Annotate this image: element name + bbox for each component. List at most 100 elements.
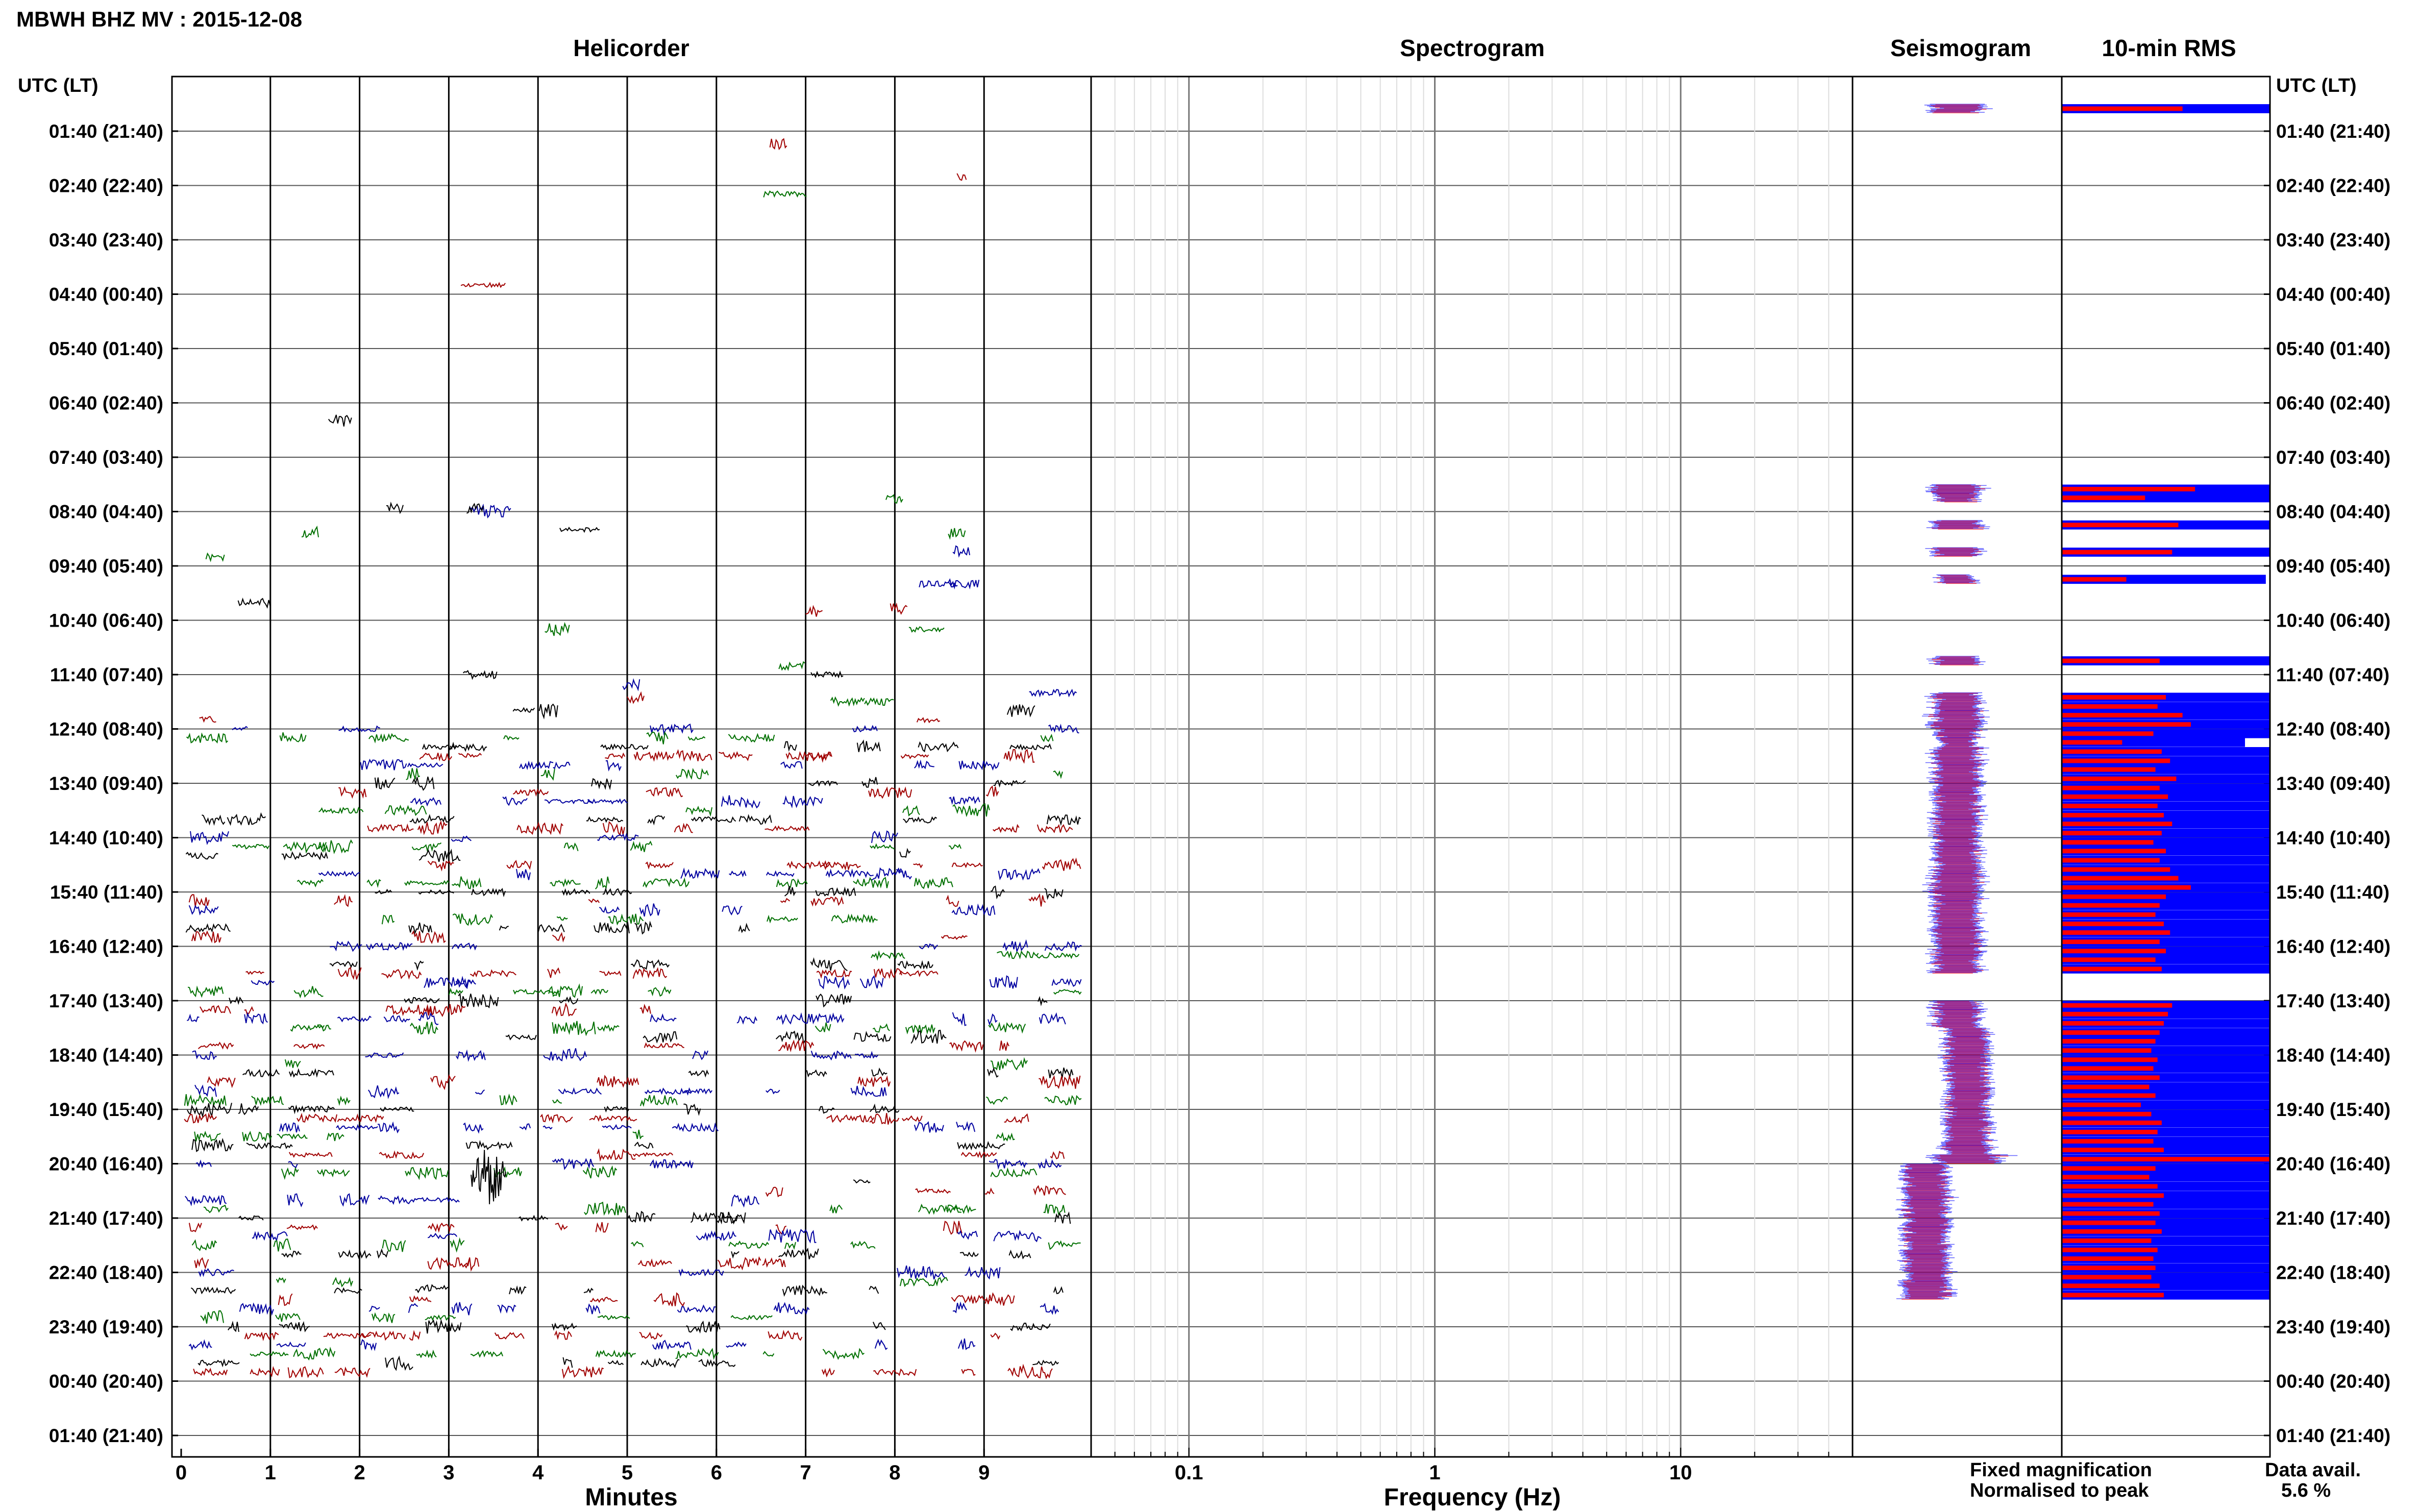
helicorder-burst <box>998 868 1041 881</box>
helicorder-burst <box>244 1006 254 1016</box>
helicorder-burst <box>408 1303 418 1313</box>
rms-normalised-bar <box>2062 1039 2156 1044</box>
helicorder-burst <box>676 749 712 762</box>
rms-normalised-bar <box>2062 840 2154 845</box>
helicorder-burst <box>822 1348 865 1360</box>
helicorder-burst <box>411 842 442 853</box>
helicorder-burst <box>993 1230 1042 1243</box>
helicorder-burst <box>293 986 324 999</box>
helicorder-burst <box>915 1188 951 1194</box>
rms-normalised-bar <box>2062 523 2179 528</box>
helicorder-burst <box>818 976 850 990</box>
helicorder-burst <box>288 1104 335 1114</box>
helicorder-burst <box>999 1040 1009 1051</box>
helicorder-burst <box>646 731 669 745</box>
time-label-left: 02:40 (22:40) <box>49 176 163 196</box>
helicorder-burst <box>989 1158 1028 1170</box>
helicorder-burst <box>452 943 477 951</box>
helicorder-burst <box>631 959 670 970</box>
time-label-right: 14:40 (10:40) <box>2276 828 2390 849</box>
helicorder-burst <box>948 578 980 590</box>
helicorder-burst <box>334 894 353 907</box>
helicorder-burst <box>582 1165 618 1179</box>
panel-frames <box>171 76 2271 1458</box>
helicorder-title: Helicorder <box>573 35 689 61</box>
helicorder-burst <box>1050 1150 1065 1159</box>
helicorder-burst <box>717 1211 746 1224</box>
helicorder-burst <box>232 844 270 850</box>
helicorder-burst <box>368 1305 380 1312</box>
rms-normalised-bar <box>2062 1166 2156 1171</box>
helicorder-burst <box>228 1321 239 1332</box>
helicorder-burst <box>408 922 433 935</box>
helicorder-burst <box>554 1330 572 1341</box>
spectrogram-x-axis-label: Frequency (Hz) <box>1384 1484 1561 1511</box>
helicorder-burst <box>632 1129 644 1139</box>
helicorder-burst <box>509 1285 527 1295</box>
helicorder-burst <box>519 760 554 771</box>
helicorder-burst <box>563 842 579 852</box>
helicorder-burst <box>244 1331 279 1342</box>
helicorder-burst <box>810 896 844 907</box>
panel-frame <box>171 76 1092 1458</box>
minute-tick-label: 8 <box>889 1461 900 1484</box>
rms-normalised-bar <box>2062 1093 2156 1098</box>
helicorder-burst <box>366 942 413 951</box>
helicorder-burst <box>918 741 959 753</box>
helicorder-burst <box>542 1125 553 1130</box>
helicorder-burst <box>318 807 364 814</box>
helicorder-burst <box>367 1085 400 1099</box>
helicorder-burst <box>1044 1095 1082 1106</box>
time-label-right: 10:40 (06:40) <box>2276 610 2390 631</box>
helicorder-burst <box>385 1355 413 1371</box>
helicorder-burst <box>200 1310 224 1324</box>
helicorder-burst <box>722 905 743 916</box>
helicorder-burst <box>251 1096 284 1106</box>
helicorder-burst <box>1042 857 1081 871</box>
minute-tick-label: 5 <box>622 1461 633 1484</box>
helicorder-burst <box>198 1358 240 1368</box>
helicorder-burst <box>900 754 929 759</box>
rms-normalised-bar <box>2062 1229 2162 1234</box>
helicorder-burst <box>1048 724 1079 734</box>
helicorder-burst <box>768 1329 803 1341</box>
helicorder-burst <box>634 921 652 935</box>
rms-normalised-bar <box>2062 858 2160 863</box>
helicorder-burst <box>205 552 225 562</box>
helicorder-burst <box>191 1137 234 1152</box>
helicorder-burst <box>426 1004 466 1017</box>
helicorder-burst <box>859 975 884 989</box>
helicorder-burst <box>903 816 937 824</box>
helicorder-burst <box>861 777 878 788</box>
helicorder-burst <box>984 1292 1015 1306</box>
helicorder-burst <box>537 924 565 933</box>
helicorder-burst <box>283 841 327 854</box>
helicorder-burst <box>191 1239 217 1251</box>
helicorder-burst <box>786 860 831 870</box>
rms-normalised-bar <box>2062 1184 2158 1189</box>
helicorder-burst <box>639 903 660 917</box>
helicorder-burst <box>538 703 558 720</box>
helicorder-burst <box>513 988 560 995</box>
time-label-right: 02:40 (22:40) <box>2276 176 2390 196</box>
helicorder-burst <box>809 1012 845 1025</box>
spectrogram-title: Spectrogram <box>1400 35 1545 61</box>
helicorder-burst <box>853 1179 871 1184</box>
helicorder-burst <box>418 1012 439 1025</box>
helicorder-burst <box>505 1034 537 1040</box>
time-label-left: 01:40 (21:40) <box>49 1425 163 1446</box>
helicorder-burst <box>896 868 912 880</box>
helicorder-burst <box>543 1048 587 1062</box>
time-label-left: 07:40 (03:40) <box>49 447 163 468</box>
rms-normalised-bar <box>2062 894 2166 899</box>
right-time-axis-label: UTC (LT) <box>2276 75 2357 96</box>
time-label-left: 08:40 (04:40) <box>49 502 163 523</box>
rms-normalised-bar <box>2062 957 2156 962</box>
helicorder-burst <box>273 1238 291 1252</box>
helicorder-burst <box>591 778 612 790</box>
helicorder-burst <box>738 923 750 933</box>
helicorder-burst <box>250 1366 280 1378</box>
helicorder-burst <box>780 761 803 769</box>
helicorder-burst <box>1038 996 1048 1007</box>
panel-frame <box>1090 76 1854 1458</box>
